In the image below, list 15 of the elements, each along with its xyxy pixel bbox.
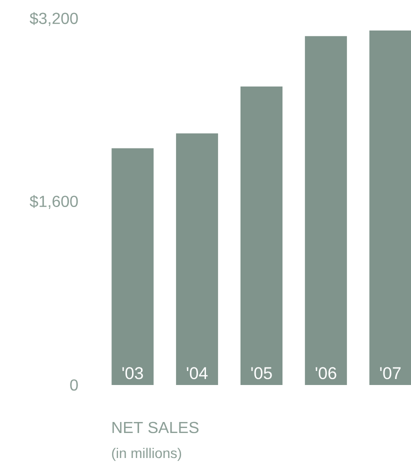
x-tick-label: '05 [251, 367, 272, 380]
x-tick-label: '03 [122, 367, 143, 380]
x-tick-label: '06 [316, 367, 336, 380]
bar [304, 36, 347, 385]
bar [111, 148, 154, 385]
y-tick-label: $3,200 [30, 12, 78, 26]
bar [176, 133, 218, 385]
y-tick-label: $1,600 [30, 195, 78, 209]
x-tick-label: '07 [380, 367, 400, 380]
bar [240, 86, 282, 385]
x-tick-label: '04 [186, 367, 208, 380]
y-tick-label: 0 [70, 379, 78, 391]
bar [369, 30, 411, 385]
text: NET SALES [112, 422, 198, 434]
text: (in millions) [112, 448, 181, 461]
